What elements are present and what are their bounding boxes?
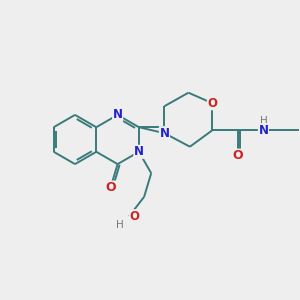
Text: O: O <box>130 210 140 223</box>
Text: H: H <box>260 116 267 126</box>
Text: N: N <box>159 127 170 140</box>
Text: N: N <box>258 124 268 137</box>
Text: N: N <box>112 108 123 122</box>
Text: O: O <box>232 149 243 162</box>
Text: O: O <box>105 181 116 194</box>
Text: O: O <box>207 97 218 110</box>
Text: N: N <box>134 145 144 158</box>
Text: H: H <box>116 220 123 230</box>
